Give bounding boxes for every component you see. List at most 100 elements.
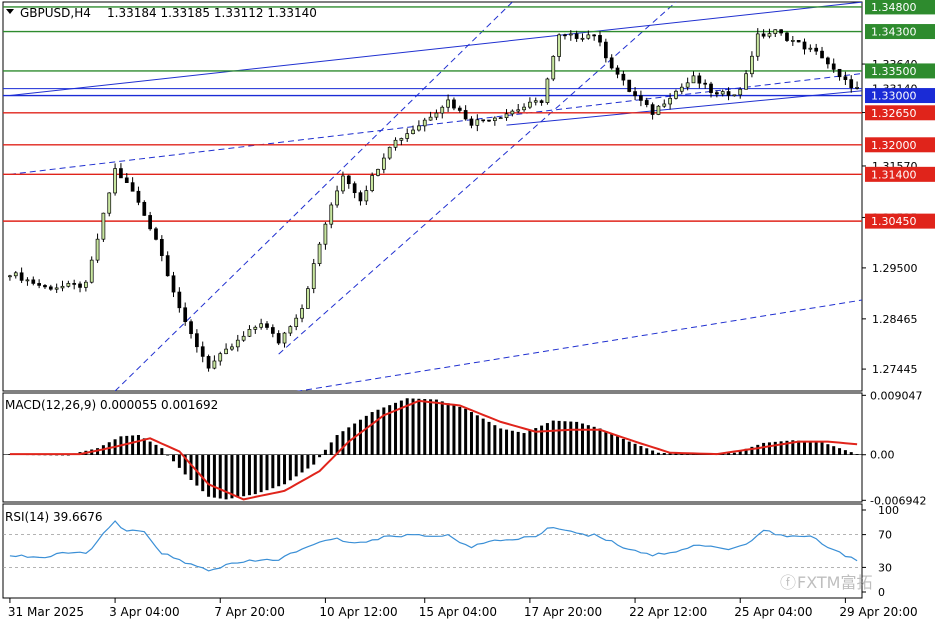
- candle: [668, 93, 672, 110]
- macd-bar: [189, 454, 193, 481]
- candle-body: [329, 204, 334, 225]
- candle-body: [288, 326, 293, 334]
- macd-bar: [493, 425, 497, 455]
- trend-channel-line-2[interactable]: [9, 73, 863, 175]
- candle-body: [691, 75, 696, 84]
- candle-body: [364, 190, 369, 202]
- candle-body: [504, 113, 509, 119]
- candle-body: [8, 275, 12, 278]
- candle-body: [306, 288, 310, 309]
- trend-channel-line-3[interactable]: [10, 299, 863, 438]
- candle-body: [767, 33, 772, 37]
- candle-body: [615, 67, 620, 75]
- candle: [609, 54, 614, 70]
- candle-body: [171, 275, 176, 293]
- candle-body: [644, 100, 649, 105]
- macd-bar: [394, 402, 398, 455]
- candle-body: [720, 91, 725, 95]
- time-tick-label: 10 Apr 12:00: [319, 605, 397, 619]
- trend-channel-line-4[interactable]: [114, 2, 513, 391]
- macd-bar: [534, 428, 538, 455]
- macd-bar: [201, 454, 205, 492]
- symbol-dropdown-icon[interactable]: [6, 9, 14, 14]
- macd-bar: [499, 428, 503, 455]
- macd-bar: [265, 454, 269, 491]
- candle: [843, 71, 848, 85]
- candle: [831, 58, 836, 73]
- candle: [580, 33, 585, 42]
- macd-bar: [633, 443, 637, 455]
- macd-bar: [131, 435, 135, 455]
- candle: [288, 325, 293, 337]
- macd-bar: [207, 454, 211, 497]
- macd-bar: [440, 401, 444, 455]
- candle: [820, 46, 824, 59]
- macd-bar: [358, 419, 362, 455]
- macd-bar: [312, 454, 316, 465]
- macd-bar: [434, 399, 438, 455]
- candle: [84, 280, 88, 292]
- candle: [417, 120, 421, 132]
- macd-bar: [247, 454, 251, 496]
- candle: [685, 77, 690, 91]
- candle-body: [463, 110, 468, 120]
- macd-bar: [826, 444, 830, 455]
- candle: [487, 119, 491, 122]
- candle-body: [568, 33, 573, 36]
- candle-body: [533, 100, 538, 103]
- candle: [849, 75, 854, 93]
- rsi-line: [9, 520, 858, 572]
- candle-body: [761, 33, 766, 37]
- macd-bar: [148, 441, 152, 455]
- candle: [113, 163, 117, 196]
- candle: [381, 153, 386, 174]
- candle-body: [744, 73, 748, 90]
- level-tag-label: 1.33500: [871, 65, 917, 78]
- candle: [358, 190, 363, 206]
- candle-body: [195, 333, 199, 348]
- candle: [422, 117, 427, 132]
- macd-bar: [136, 435, 140, 455]
- candle: [247, 325, 252, 337]
- candle-body: [54, 287, 59, 290]
- candle: [545, 77, 550, 105]
- candle-body: [452, 99, 456, 109]
- trend-channel-line-5[interactable]: [278, 2, 677, 355]
- candle-body: [270, 327, 275, 334]
- candle-body: [317, 243, 322, 264]
- candle: [434, 109, 439, 121]
- macd-bar: [160, 448, 164, 455]
- candle-body: [837, 68, 842, 78]
- macd-bar: [464, 408, 468, 455]
- candlesticks: [8, 28, 859, 372]
- candle-body: [551, 56, 556, 80]
- candle-body: [510, 110, 515, 115]
- candle: [387, 146, 392, 160]
- rsi-panel-lines: [3, 520, 862, 572]
- level-tag-label: 1.32650: [871, 107, 917, 120]
- candle: [428, 111, 433, 121]
- macd-bar: [183, 454, 187, 475]
- macd-histogram: [3, 398, 862, 500]
- candle-body: [422, 119, 427, 127]
- symbol-label[interactable]: GBPUSD,H4: [20, 6, 91, 20]
- candle: [644, 97, 649, 108]
- candle: [452, 97, 456, 111]
- candle: [270, 324, 275, 338]
- candle-body: [119, 168, 123, 179]
- level-tag-bg: [865, 88, 935, 104]
- candle-body: [43, 285, 47, 288]
- macd-bar: [172, 454, 176, 462]
- candle-body: [212, 360, 217, 369]
- candle: [621, 70, 626, 86]
- macd-bar: [691, 454, 695, 455]
- candle: [329, 202, 334, 229]
- trend-channels[interactable]: [9, 2, 863, 438]
- price-level-tags: 1.348001.343001.335001.331401.330001.326…: [865, 0, 935, 229]
- candle-body: [230, 346, 234, 350]
- candle-body: [563, 34, 567, 37]
- horizontal-levels[interactable]: [3, 6, 862, 222]
- trend-channel-line-0[interactable]: [9, 2, 863, 97]
- trend-channel-line-1[interactable]: [506, 90, 863, 126]
